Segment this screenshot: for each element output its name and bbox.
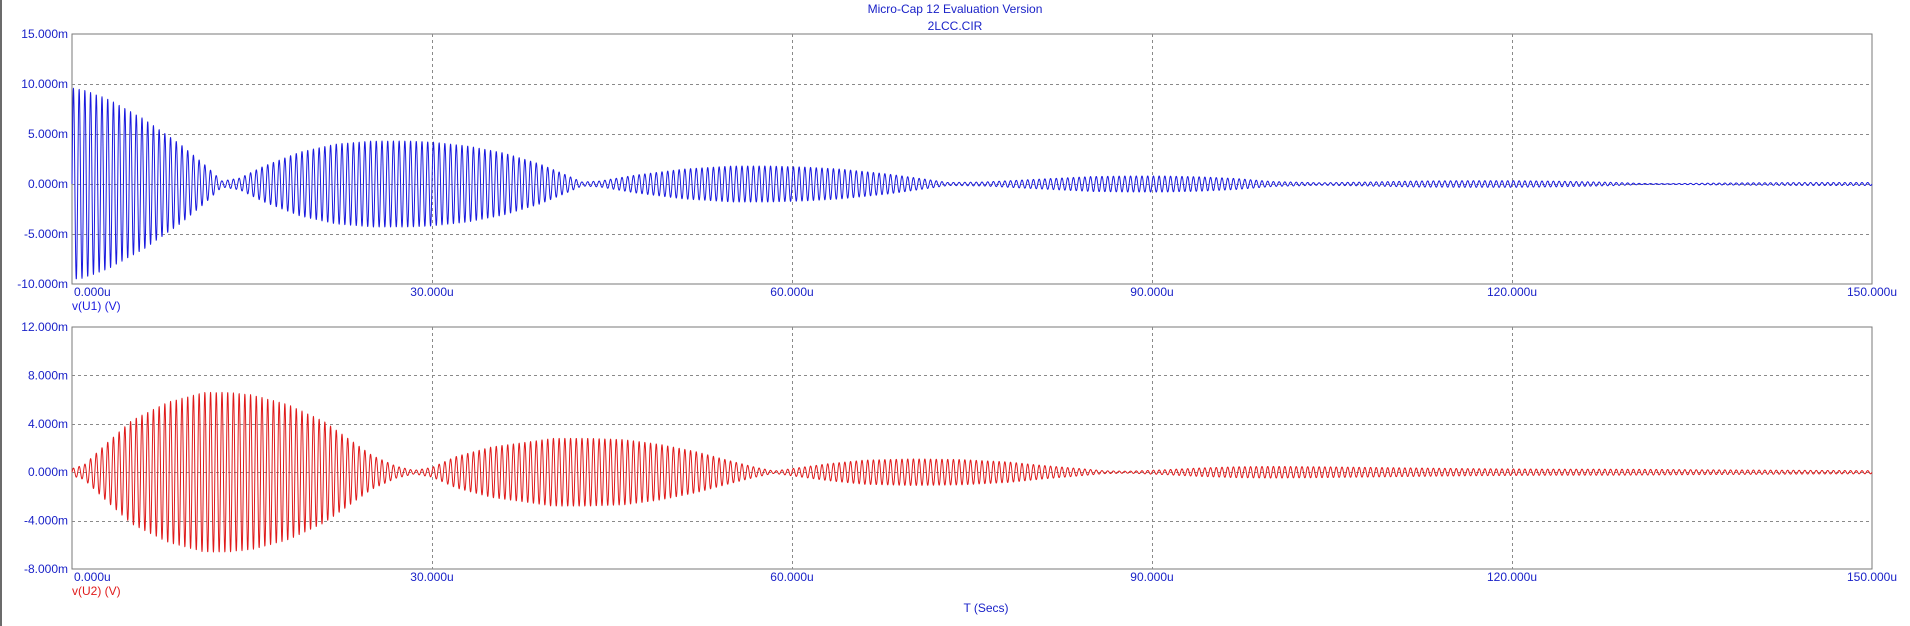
bottom-plot-x-tick-label: 150.000u (1847, 570, 1897, 584)
bottom-plot-series-label: v(U2) (V) (72, 584, 121, 598)
top-plot-x-tick-label: 90.000u (1130, 285, 1173, 299)
bottom-plot-y-tick-label: 12.000m (21, 320, 68, 334)
top-plot-x-tick-label: 30.000u (410, 285, 453, 299)
bottom-plot-x-tick-label: 60.000u (770, 570, 813, 584)
bottom-plot-x-tick-label: 120.000u (1487, 570, 1537, 584)
top-plot-x-tick-label: 150.000u (1847, 285, 1897, 299)
top-plot-frame (71, 33, 1873, 285)
top-plot-y-tick-label: 10.000m (21, 77, 68, 91)
bottom-plot-x-tick-label: 90.000u (1130, 570, 1173, 584)
bottom-plot-frame (71, 326, 1873, 570)
top-plot-y-tick-label: 0.000m (28, 177, 68, 191)
bottom-plot-y-tick-label: -8.000m (24, 562, 68, 576)
top-plot-y-tick-label: -10.000m (17, 277, 68, 291)
window-title: Micro-Cap 12 Evaluation Version (867, 2, 1043, 16)
top-plot-x-tick-label: 120.000u (1487, 285, 1537, 299)
bottom-plot-y-tick-label: 4.000m (28, 417, 68, 431)
bottom-plot-trace[interactable] (71, 391, 1873, 553)
top-plot-y-tick-label: -5.000m (24, 227, 68, 241)
top-plot-trace[interactable] (71, 87, 1873, 280)
top-plot-y-tick-label: 15.000m (21, 27, 68, 41)
top-plot-series-label: v(U1) (V) (72, 299, 121, 313)
bottom-plot-x-tick-label: 30.000u (410, 570, 453, 584)
top-plot-x-tick-label: 60.000u (770, 285, 813, 299)
window-left-border (0, 0, 2, 626)
bottom-plot-y-tick-label: 8.000m (28, 368, 68, 382)
bottom-plot-y-tick-label: 0.000m (28, 465, 68, 479)
circuit-name: 2LCC.CIR (927, 19, 983, 33)
bottom-plot-x-axis-label: T (Secs) (963, 601, 1008, 615)
bottom-plot-x-tick-label: 0.000u (74, 570, 111, 584)
top-plot-x-tick-label: 0.000u (74, 285, 111, 299)
bottom-plot-y-tick-label: -4.000m (24, 514, 68, 528)
top-plot-y-tick-label: 5.000m (28, 127, 68, 141)
